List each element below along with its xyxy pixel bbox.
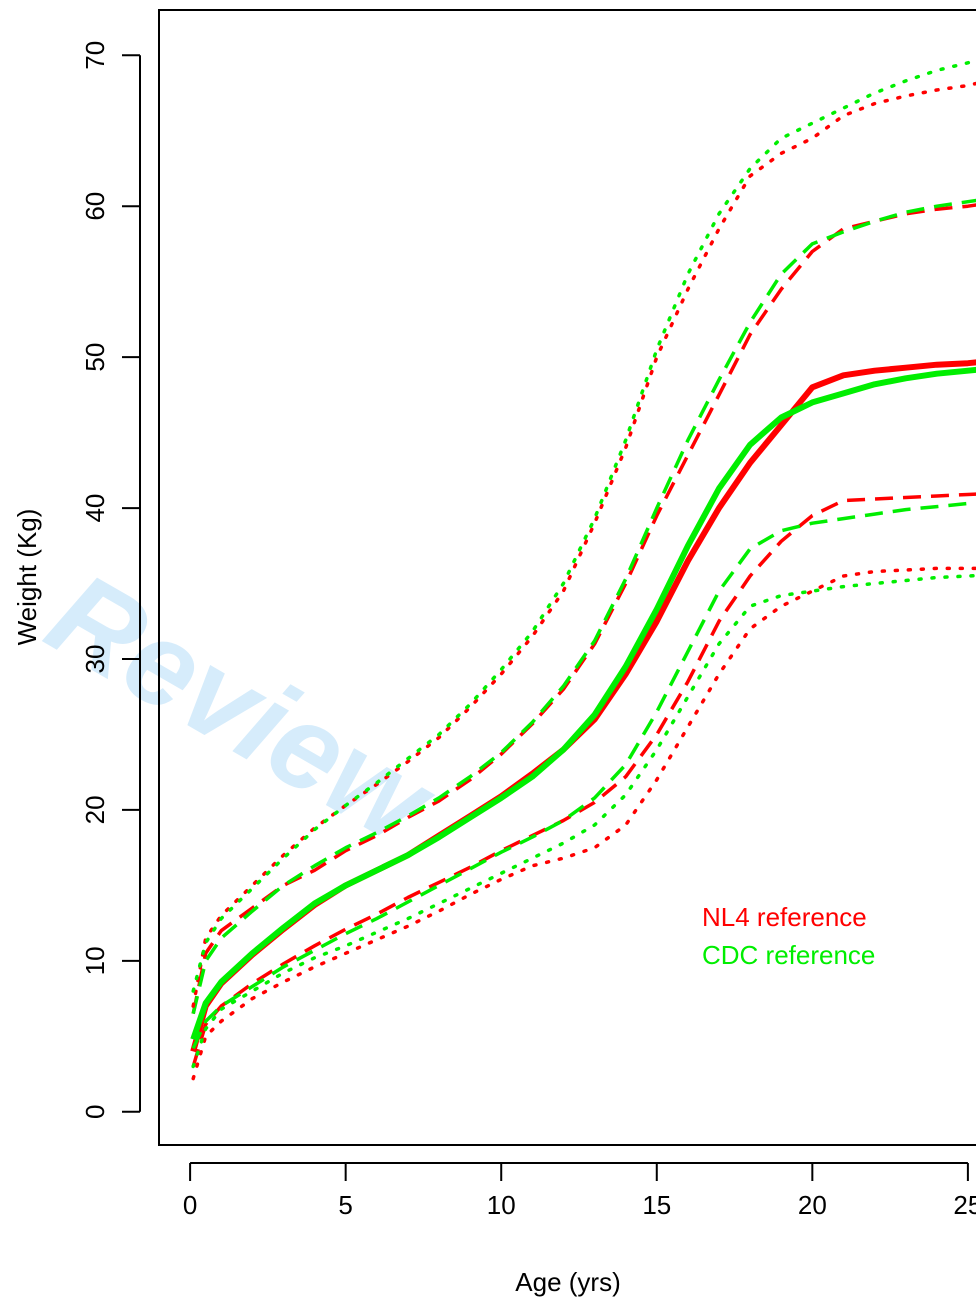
- legend-entry-nl4: NL4 reference: [702, 902, 867, 932]
- series-lines: [190, 59, 976, 1081]
- series-cdc-reference-dashed-3: [191, 198, 976, 1015]
- x-tick-label-5: 5: [338, 1190, 352, 1220]
- y-axis: 0 10 20 30 40 50 60 70: [80, 41, 141, 1119]
- y-tick-label-70: 70: [80, 41, 110, 70]
- series-cdc-reference-solid-1: [190, 366, 976, 1041]
- series-nl4-reference-dashed-4: [191, 492, 976, 1067]
- x-tick-label-15: 15: [642, 1190, 671, 1220]
- x-axis-label: Age (yrs): [515, 1267, 620, 1297]
- series-nl4-reference-dotted-8: [191, 566, 976, 1081]
- plot-frame: [158, 9, 976, 1146]
- x-tick-label-25: 25: [953, 1190, 976, 1220]
- y-axis-label: Weight (Kg): [12, 509, 42, 646]
- y-tick-label-50: 50: [80, 343, 110, 372]
- y-tick-label-60: 60: [80, 192, 110, 221]
- y-tick-label-40: 40: [80, 494, 110, 523]
- y-tick-label-0: 0: [80, 1105, 110, 1119]
- y-tick-label-30: 30: [80, 645, 110, 674]
- x-tick-label-0: 0: [183, 1190, 197, 1220]
- series-cdc-reference-dashed-5: [191, 500, 976, 1050]
- x-tick-label-20: 20: [798, 1190, 827, 1220]
- y-tick-label-10: 10: [80, 946, 110, 975]
- y-tick-label-20: 20: [80, 795, 110, 824]
- x-axis: 0 5 10 15 20 25: [183, 1162, 976, 1220]
- x-tick-label-10: 10: [487, 1190, 516, 1220]
- legend-entry-cdc: CDC reference: [702, 940, 875, 970]
- series-nl4-reference-dashed-2: [191, 203, 976, 1015]
- series-cdc-reference-dotted-7: [191, 59, 976, 993]
- series-nl4-reference-dotted-6: [191, 81, 976, 1008]
